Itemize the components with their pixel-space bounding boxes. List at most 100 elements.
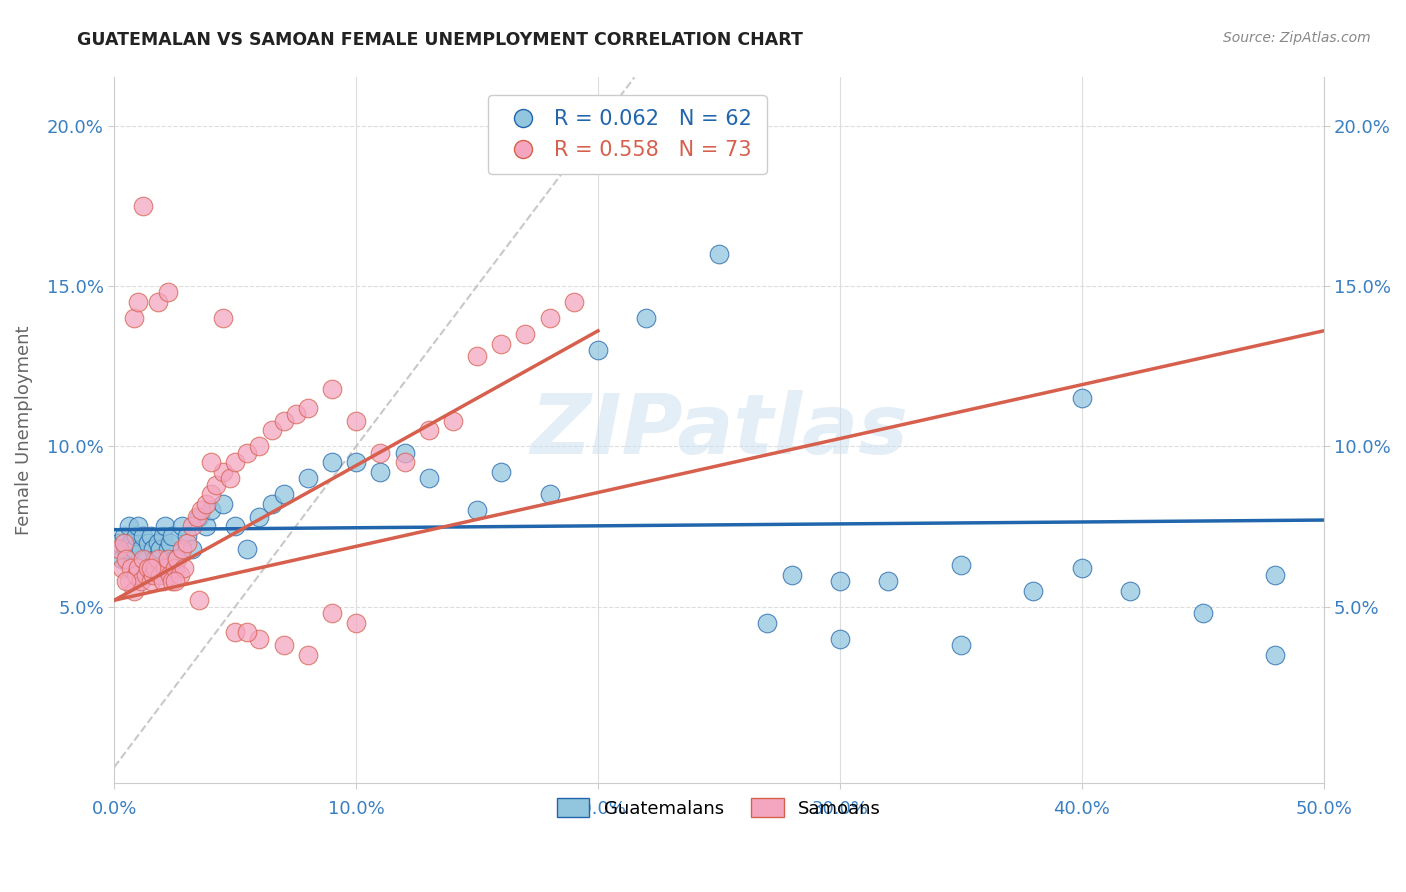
- Point: [115, 541, 138, 556]
- Point: [169, 567, 191, 582]
- Point: [142, 567, 165, 582]
- Point: [1119, 583, 1142, 598]
- Point: [190, 503, 212, 517]
- Point: [949, 638, 972, 652]
- Point: [491, 465, 513, 479]
- Point: [195, 519, 218, 533]
- Point: [236, 541, 259, 556]
- Point: [176, 529, 198, 543]
- Point: [156, 541, 179, 556]
- Point: [188, 509, 211, 524]
- Point: [236, 446, 259, 460]
- Point: [122, 310, 145, 325]
- Point: [149, 567, 172, 582]
- Point: [125, 567, 148, 582]
- Point: [370, 465, 392, 479]
- Y-axis label: Female Unemployment: Female Unemployment: [15, 326, 32, 535]
- Point: [115, 551, 138, 566]
- Point: [159, 567, 181, 582]
- Point: [297, 401, 319, 415]
- Point: [224, 455, 246, 469]
- Point: [163, 551, 186, 566]
- Point: [586, 343, 609, 357]
- Point: [163, 574, 186, 588]
- Legend: Guatemalans, Samoans: Guatemalans, Samoans: [550, 791, 889, 825]
- Point: [205, 477, 228, 491]
- Point: [1070, 391, 1092, 405]
- Point: [162, 529, 184, 543]
- Point: [135, 551, 157, 566]
- Point: [176, 535, 198, 549]
- Point: [156, 551, 179, 566]
- Point: [394, 446, 416, 460]
- Point: [756, 615, 779, 630]
- Point: [828, 632, 851, 646]
- Text: ZIPatlas: ZIPatlas: [530, 390, 908, 471]
- Point: [136, 561, 159, 575]
- Point: [249, 632, 271, 646]
- Point: [273, 638, 295, 652]
- Point: [236, 625, 259, 640]
- Point: [224, 625, 246, 640]
- Point: [200, 503, 222, 517]
- Point: [465, 503, 488, 517]
- Point: [128, 519, 150, 533]
- Point: [515, 326, 537, 341]
- Point: [949, 558, 972, 572]
- Point: [260, 423, 283, 437]
- Point: [321, 382, 343, 396]
- Point: [1070, 561, 1092, 575]
- Text: Source: ZipAtlas.com: Source: ZipAtlas.com: [1223, 31, 1371, 45]
- Point: [1191, 606, 1213, 620]
- Point: [170, 541, 193, 556]
- Point: [200, 487, 222, 501]
- Point: [139, 574, 162, 588]
- Point: [108, 535, 131, 549]
- Point: [200, 455, 222, 469]
- Point: [1264, 567, 1286, 582]
- Point: [120, 561, 142, 575]
- Point: [224, 519, 246, 533]
- Point: [132, 551, 155, 566]
- Point: [122, 583, 145, 598]
- Point: [180, 519, 202, 533]
- Point: [562, 295, 585, 310]
- Point: [152, 574, 174, 588]
- Point: [370, 446, 392, 460]
- Text: GUATEMALAN VS SAMOAN FEMALE UNEMPLOYMENT CORRELATION CHART: GUATEMALAN VS SAMOAN FEMALE UNEMPLOYMENT…: [77, 31, 803, 49]
- Point: [828, 574, 851, 588]
- Point: [344, 414, 367, 428]
- Point: [153, 519, 176, 533]
- Point: [142, 541, 165, 556]
- Point: [212, 310, 235, 325]
- Point: [284, 407, 307, 421]
- Point: [122, 541, 145, 556]
- Point: [538, 487, 561, 501]
- Point: [249, 439, 271, 453]
- Point: [780, 567, 803, 582]
- Point: [418, 423, 440, 437]
- Point: [145, 551, 167, 566]
- Point: [249, 509, 271, 524]
- Point: [212, 497, 235, 511]
- Point: [152, 529, 174, 543]
- Point: [132, 199, 155, 213]
- Point: [260, 497, 283, 511]
- Point: [136, 535, 159, 549]
- Point: [112, 535, 135, 549]
- Point: [108, 541, 131, 556]
- Point: [129, 574, 152, 588]
- Point: [180, 541, 202, 556]
- Point: [139, 561, 162, 575]
- Point: [118, 519, 141, 533]
- Point: [538, 310, 561, 325]
- Point: [112, 529, 135, 543]
- Point: [145, 561, 167, 575]
- Point: [707, 247, 730, 261]
- Point: [146, 551, 169, 566]
- Point: [1022, 583, 1045, 598]
- Point: [128, 295, 150, 310]
- Point: [139, 529, 162, 543]
- Point: [465, 350, 488, 364]
- Point: [110, 551, 132, 566]
